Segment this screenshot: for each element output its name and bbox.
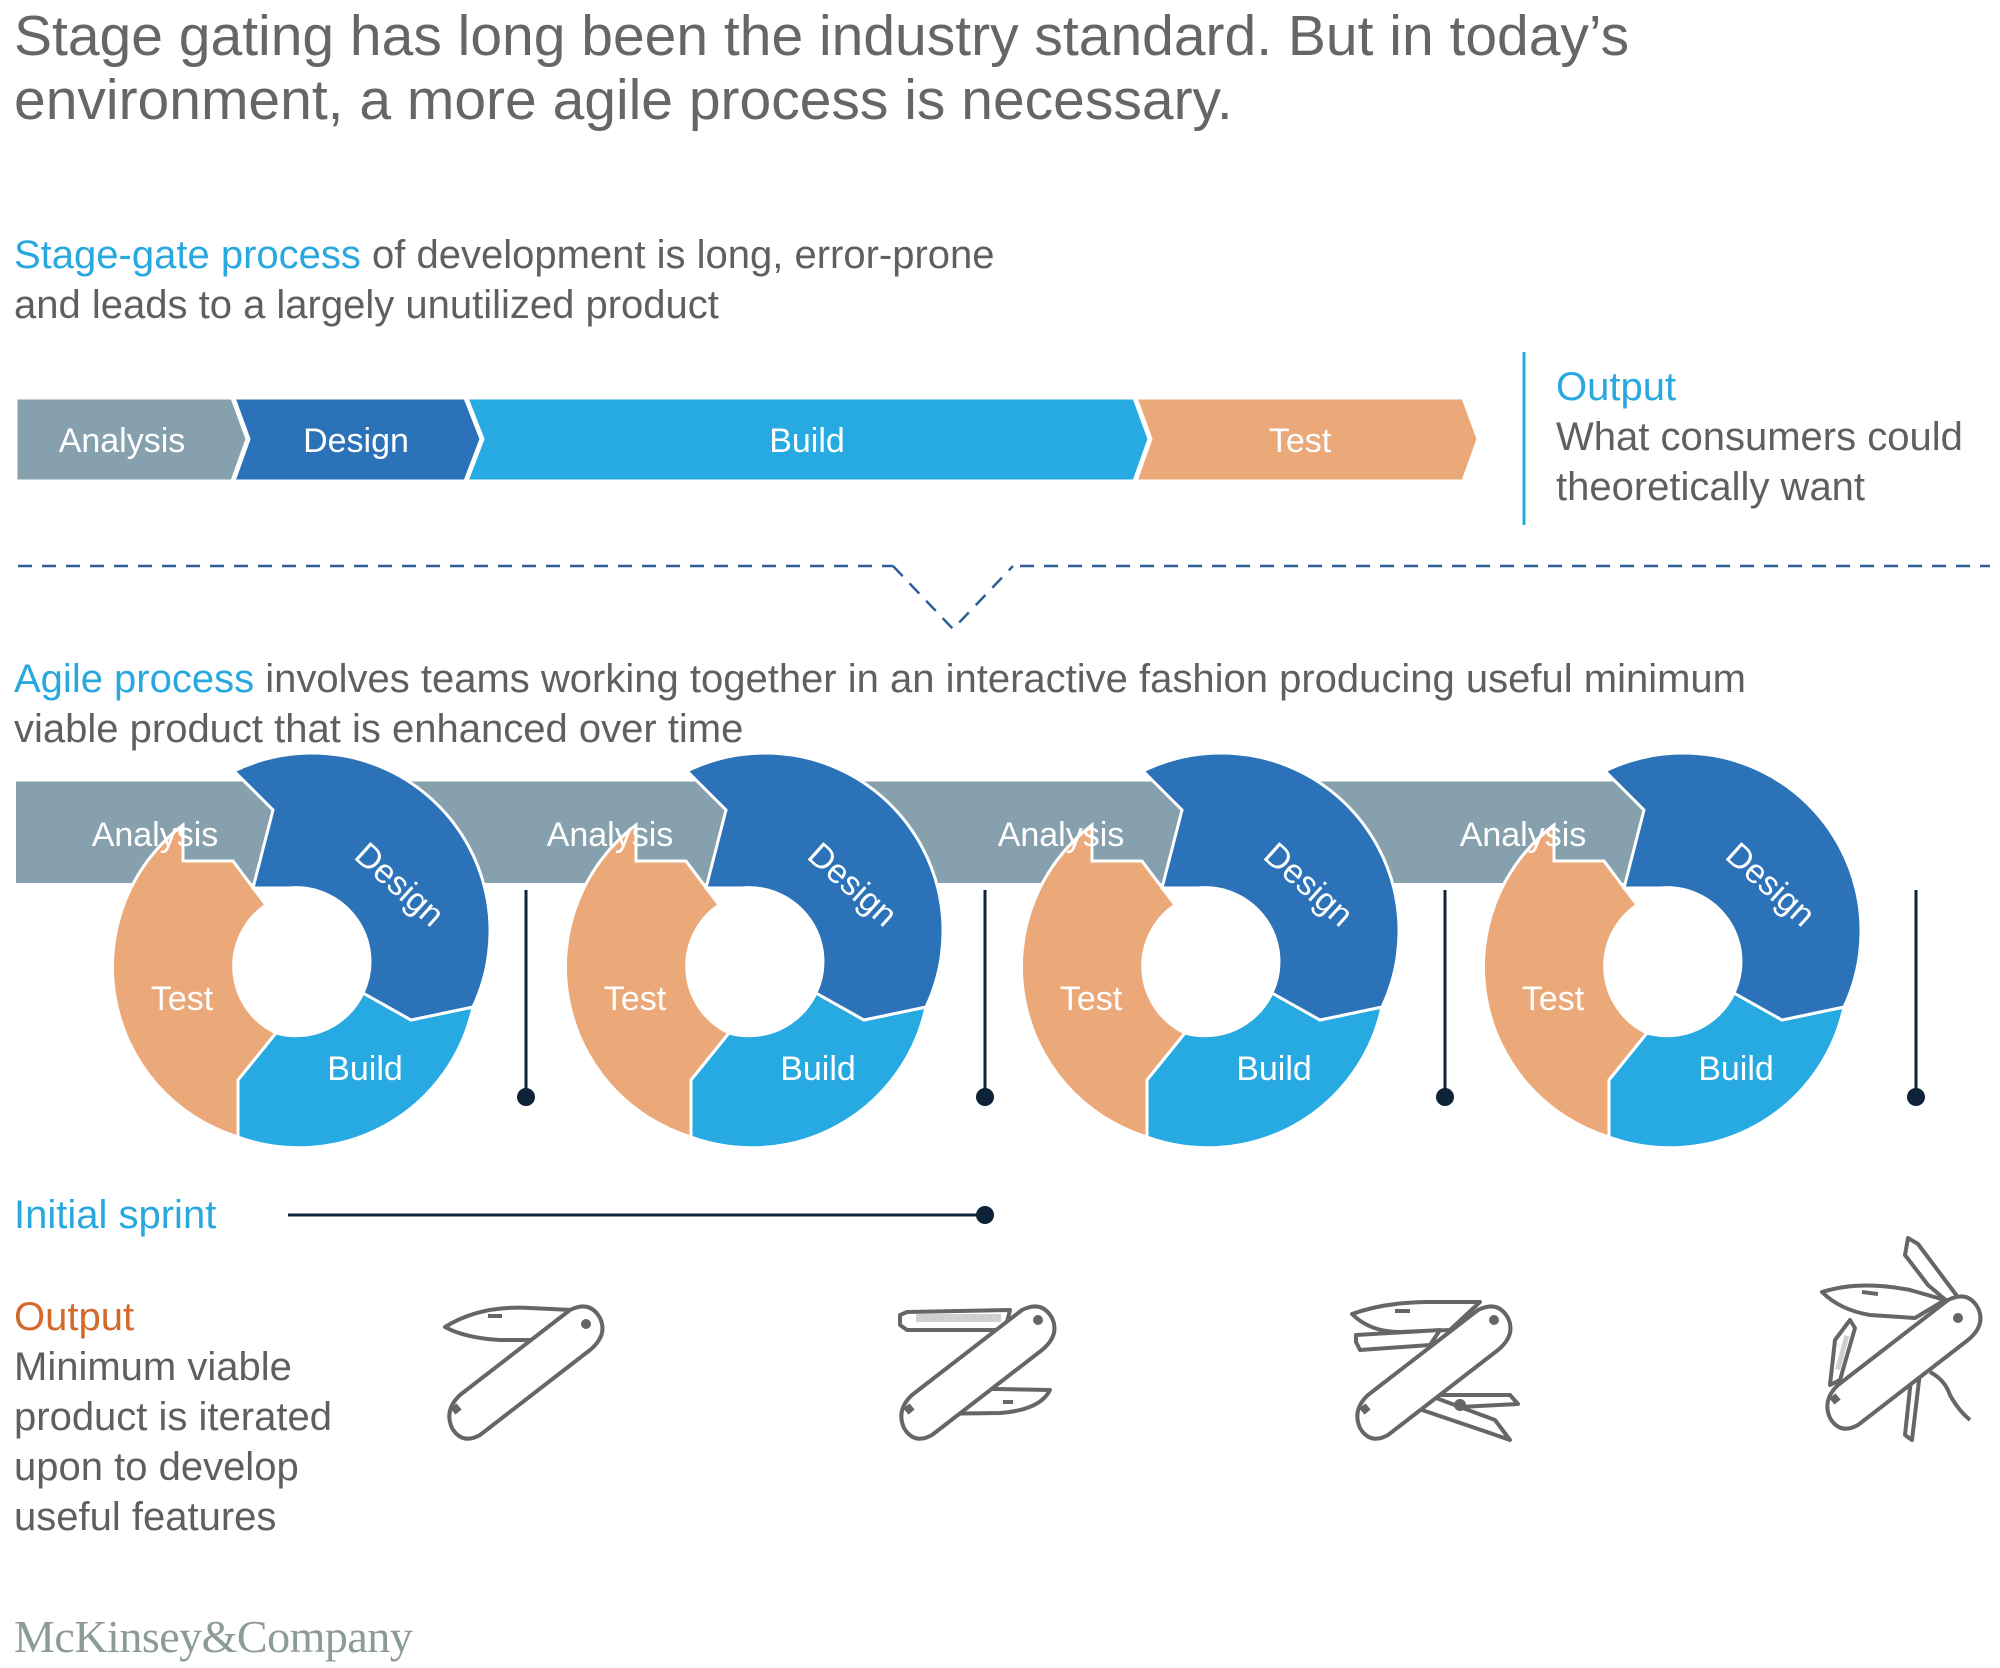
agile-heading: Agile process involves teams working tog… xyxy=(14,654,1746,754)
sprint-marker-4 xyxy=(1907,890,1925,1106)
stage-gate-heading-line2: and leads to a largely unutilized produc… xyxy=(14,283,719,327)
stage-build xyxy=(464,396,1151,483)
stage-gate-output-title: Output xyxy=(1556,365,1677,409)
stage-test-label: Test xyxy=(1269,422,1332,460)
agile-output-title: Output xyxy=(14,1295,135,1339)
stage-build-label: Build xyxy=(769,422,845,460)
mckinsey-logo: McKinsey&Company xyxy=(14,1611,413,1662)
initial-sprint-label: Initial sprint xyxy=(14,1193,217,1237)
stage-gate-heading-rest: of development is long, error-prone xyxy=(360,233,995,277)
agile-output-line-2: product is iterated xyxy=(14,1395,332,1439)
cycle-3-build-label: Build xyxy=(1236,1050,1312,1088)
cycle-1-analysis-label: Analysis xyxy=(92,816,219,854)
pocketknife-multitool-icon xyxy=(1820,1236,1983,1442)
initial-sprint-line xyxy=(288,1206,994,1224)
stage-analysis xyxy=(14,396,249,483)
stage-gate-output: Output What consumers could theoreticall… xyxy=(1556,362,1963,512)
sprint-marker-3 xyxy=(1436,890,1454,1106)
cycle-2-analysis-label: Analysis xyxy=(547,816,674,854)
stage-gate-output-line1: What consumers could xyxy=(1556,415,1963,459)
title-line-2: environment, a more agile process is nec… xyxy=(14,68,1233,132)
pocketknife-one-blade-icon xyxy=(443,1304,605,1441)
stage-gate-highlight: Stage-gate process xyxy=(14,233,361,277)
dashed-separator xyxy=(18,564,1990,631)
stage-design-label: Design xyxy=(303,422,409,460)
stage-design xyxy=(231,396,483,483)
cycle-2-test-label: Test xyxy=(604,980,667,1018)
stage-gate-bar: Analysis Design Build Test xyxy=(14,396,1480,483)
agile-output-line-3: upon to develop xyxy=(14,1445,299,1489)
sprint-marker-2 xyxy=(976,890,994,1106)
stage-test xyxy=(1133,396,1480,483)
agile-highlight: Agile process xyxy=(14,657,255,701)
agile-heading-rest: involves teams working together in an in… xyxy=(254,657,1746,701)
stage-gate-output-line2: theoretically want xyxy=(1556,465,1866,509)
agile-output: Output Minimum viable product is iterate… xyxy=(14,1292,332,1542)
agile-output-line-4: useful features xyxy=(14,1495,277,1539)
agile-heading-line2: viable product that is enhanced over tim… xyxy=(14,707,744,751)
title-line-1: Stage gating has long been the industry … xyxy=(14,4,1630,68)
cycle-3-analysis-label: Analysis xyxy=(998,816,1125,854)
stage-analysis-label: Analysis xyxy=(59,422,186,460)
sprint-marker-1 xyxy=(517,890,535,1106)
agile-output-line-1: Minimum viable xyxy=(14,1345,292,1389)
cycle-1-test-label: Test xyxy=(151,980,214,1018)
pocketknife-scissors-icon xyxy=(1350,1300,1520,1442)
cycle-3-test-label: Test xyxy=(1060,980,1123,1018)
stage-gate-heading: Stage-gate process of development is lon… xyxy=(14,230,995,330)
pocketknife-two-blades-icon xyxy=(898,1304,1057,1441)
cycle-2-build-label: Build xyxy=(780,1050,856,1088)
cycle-1-build-label: Build xyxy=(327,1050,403,1088)
page-title: Stage gating has long been the industry … xyxy=(14,4,1629,132)
cycle-4-build-label: Build xyxy=(1698,1050,1774,1088)
cycle-4-test-label: Test xyxy=(1522,980,1585,1018)
cycle-4-analysis-label: Analysis xyxy=(1460,816,1587,854)
